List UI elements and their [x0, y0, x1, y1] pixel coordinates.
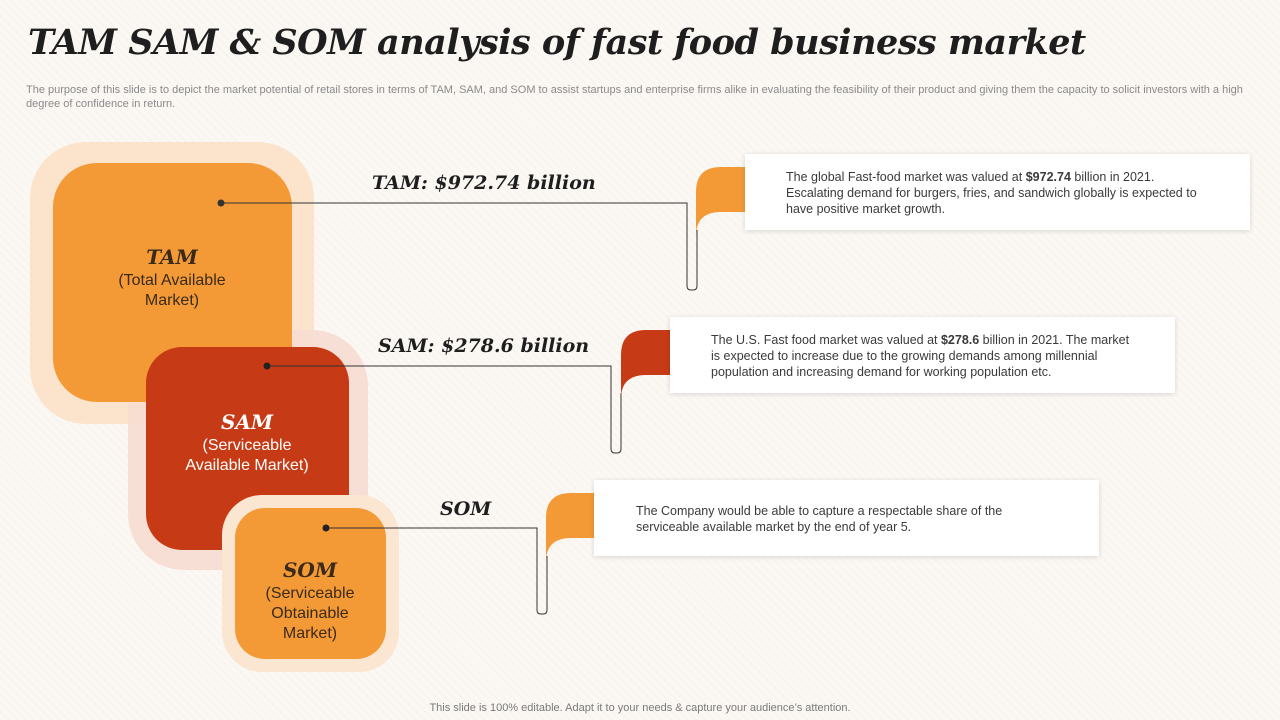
tam-name-line1: (Total Available — [118, 272, 226, 289]
page-subtitle: The purpose of this slide is to depict t… — [26, 84, 1243, 110]
som-connector-dot — [322, 524, 330, 532]
som-box — [235, 508, 386, 659]
som-name-line3: Market) — [282, 625, 338, 642]
sam-name-line2: Available Market) — [185, 457, 309, 474]
tam-flag — [696, 167, 746, 236]
tam-connector-dot — [217, 199, 225, 207]
tam-desc-after: billion in 2021. Escalating demand for b… — [786, 170, 1197, 216]
sam-desc-after: billion in 2021. The market is expected … — [711, 333, 1130, 379]
som-connector — [326, 527, 548, 615]
sam-desc-bold: $278.6 — [940, 333, 980, 347]
footer-note: This slide is 100% editable. Adapt it to… — [429, 702, 851, 714]
tam-value-label: TAM: $972.74 billion — [372, 172, 596, 194]
tam-description-card: The global Fast-food market was valued a… — [745, 154, 1250, 230]
sam-box-label: SAM (Serviceable Available Market) — [167, 412, 327, 476]
som-name-line1: (Serviceable — [265, 585, 355, 602]
tam-desc-before: The global Fast-food market was valued a… — [786, 170, 1026, 184]
som-description-card: The Company would be able to capture a r… — [594, 480, 1099, 556]
sam-flag — [621, 330, 671, 399]
tam-box-label: TAM (Total Available Market) — [82, 247, 262, 311]
tam-desc-bold: $972.74 — [1025, 170, 1071, 184]
sam-name-line1: (Serviceable — [202, 437, 292, 454]
som-desc: The Company would be able to capture a r… — [636, 504, 1003, 534]
page-title: TAM SAM & SOM analysis of fast food busi… — [28, 22, 1086, 63]
sam-value-label: SAM: $278.6 billion — [378, 335, 590, 357]
som-box-label: SOM (Serviceable Obtainable Market) — [245, 560, 375, 644]
som-abbr: SOM — [282, 558, 337, 582]
tam-abbr: TAM — [146, 245, 198, 269]
sam-connector-dot — [263, 362, 271, 370]
som-value-label: SOM — [440, 498, 492, 520]
som-name-line2: Obtainable — [271, 605, 349, 622]
som-flag — [546, 493, 596, 562]
tam-name-line2: Market) — [144, 292, 200, 309]
sam-connector — [267, 365, 622, 454]
tam-connector — [221, 202, 698, 291]
sam-desc-before: The U.S. Fast food market was valued at — [711, 333, 941, 347]
sam-abbr: SAM — [220, 410, 274, 434]
sam-description-card: The U.S. Fast food market was valued at … — [670, 317, 1175, 393]
